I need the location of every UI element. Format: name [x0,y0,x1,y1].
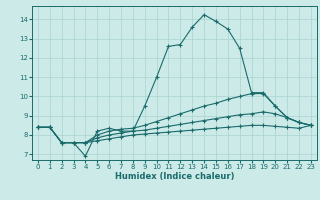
X-axis label: Humidex (Indice chaleur): Humidex (Indice chaleur) [115,172,234,181]
